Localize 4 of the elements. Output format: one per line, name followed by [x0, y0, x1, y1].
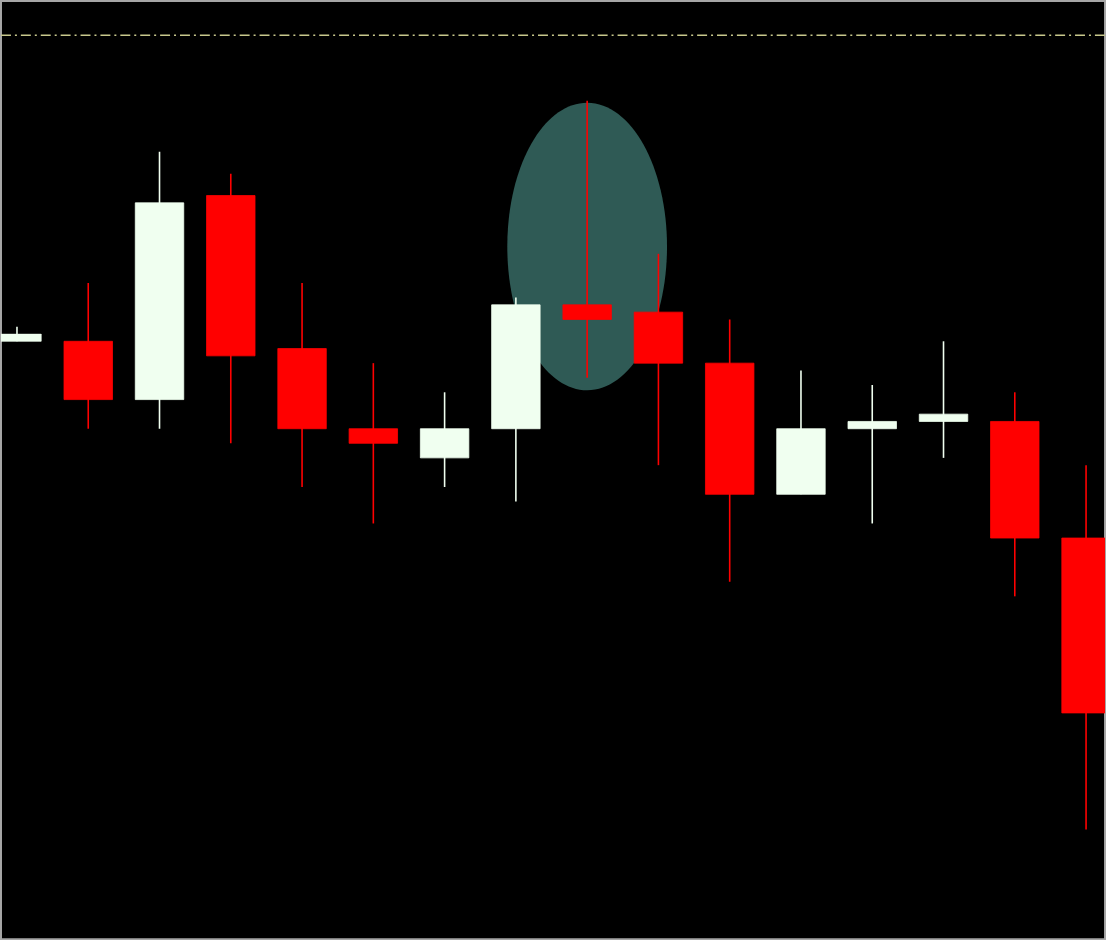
candlestick — [562, 99, 612, 379]
candlestick — [348, 362, 398, 525]
candlestick — [847, 384, 897, 525]
candlestick — [918, 340, 969, 459]
